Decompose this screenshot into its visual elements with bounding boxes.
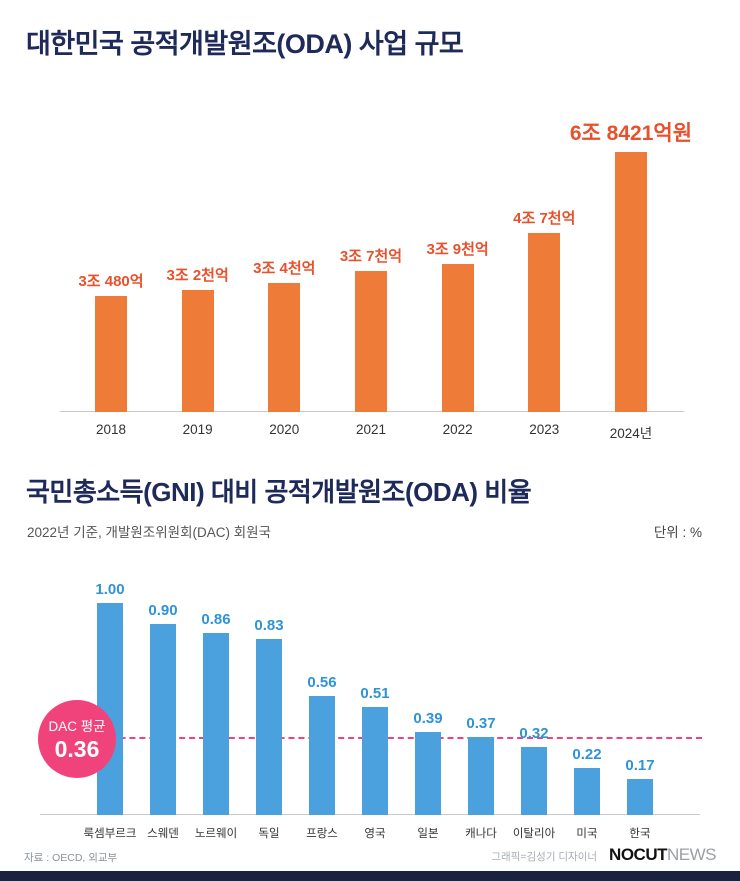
bar-category-label: 룩셈부르크 bbox=[83, 828, 137, 840]
bar-item: 0.37 캐나다 bbox=[455, 715, 507, 843]
bar-category-label: 2024년 bbox=[609, 426, 653, 441]
credit-wrap: 그래픽=김성기 디자이너 NOCUTNEWS bbox=[491, 845, 716, 865]
bar-value-label: 0.86 bbox=[201, 611, 231, 628]
bar-item: 0.51 영국 bbox=[349, 685, 401, 843]
bottom-navy-bar bbox=[0, 871, 740, 881]
bar-value-label: 0.22 bbox=[572, 746, 602, 763]
bar-item: 0.56 프랑스 bbox=[296, 674, 348, 843]
bar-value-label: 0.83 bbox=[254, 617, 284, 634]
bar-category-label: 프랑스 bbox=[306, 828, 338, 840]
bar-item: 3조 7천억 2021 bbox=[328, 245, 414, 442]
bar bbox=[528, 233, 561, 412]
bar-value-label: 0.56 bbox=[307, 674, 337, 691]
bar-category-label: 2019 bbox=[182, 422, 213, 437]
bar-category-label: 미국 bbox=[576, 828, 598, 840]
bar bbox=[268, 283, 301, 412]
bar bbox=[150, 624, 176, 815]
bar-value-label: 0.90 bbox=[148, 602, 178, 619]
bar bbox=[256, 639, 282, 815]
bar-category-label: 노르웨이 bbox=[194, 828, 238, 840]
bar-category-label: 독일 bbox=[258, 828, 280, 840]
dac-average-badge: DAC 평균 0.36 bbox=[38, 700, 116, 778]
bar-value-label: 0.37 bbox=[466, 715, 496, 732]
chart2-title-pre: 국민총소득(GNI) 대비 bbox=[26, 477, 265, 507]
bar-value-label: 3조 7천억 bbox=[339, 248, 403, 265]
bar-item: 0.32 이탈리아 bbox=[508, 725, 560, 843]
bar-category-label: 한국 bbox=[629, 828, 651, 840]
nocut-news-logo: NOCUTNEWS bbox=[609, 845, 716, 865]
bar bbox=[627, 779, 653, 815]
bar-value-label: 0.17 bbox=[625, 757, 655, 774]
chart1-bars: 3조 480억 2018 3조 2천억 2019 3조 4천억 2020 3조 7천억 202… bbox=[68, 117, 692, 442]
oda-infographic: 대한민국 공적개발원조(ODA) 사업 규모 3조 480억 2018 3조 2천억… bbox=[0, 22, 740, 881]
bar-value-label: 3조 2천억 bbox=[166, 267, 229, 284]
bar-item: 0.86 노르웨이 bbox=[190, 611, 242, 843]
chart1-title-pre: 대한민국 bbox=[26, 29, 131, 59]
bar-category-label: 이탈리아 bbox=[512, 828, 556, 840]
logo-primary: NOCUT bbox=[609, 845, 667, 864]
bar-item: 0.90 스웨덴 bbox=[137, 602, 189, 843]
bar bbox=[574, 768, 600, 815]
bar-category-label: 스웨덴 bbox=[147, 828, 179, 840]
designer-credit: 그래픽=김성기 디자이너 bbox=[491, 851, 598, 863]
bar bbox=[354, 271, 387, 412]
bar bbox=[468, 737, 494, 815]
bar-value-label: 1.00 bbox=[95, 581, 125, 598]
bar-category-label: 2020 bbox=[269, 422, 300, 437]
chart2-unit-label: 단위 : % bbox=[653, 525, 702, 540]
gni-oda-ratio-bar-chart: DAC 평균 0.36 1.00 룩셈부르크 0.90 스웨덴 0.86 노르웨이 0.83… bbox=[0, 581, 740, 843]
source-credit: 자료 : OECD, 외교부 bbox=[24, 852, 118, 864]
bar-item: 0.22 미국 bbox=[561, 746, 613, 843]
bar-item: 3조 480억 2018 bbox=[68, 270, 154, 442]
bar-category-label: 2018 bbox=[95, 422, 127, 437]
bar-value-label: 0.39 bbox=[413, 710, 443, 727]
bar-item: 0.39 일본 bbox=[402, 710, 454, 843]
chart1-title-strong: 공적개발원조(ODA) bbox=[130, 29, 352, 59]
bar-category-label: 일본 bbox=[417, 828, 439, 840]
bar-category-label: 영국 bbox=[364, 828, 386, 840]
oda-budget-bar-chart: 3조 480억 2018 3조 2천억 2019 3조 4천억 2020 3조 7천억 202… bbox=[0, 117, 740, 442]
bar-category-label: 2022 bbox=[442, 422, 473, 437]
bar bbox=[203, 633, 229, 815]
chart2-title-strong: 공적개발원조(ODA) 비율 bbox=[264, 477, 532, 507]
bar bbox=[362, 707, 388, 815]
bar bbox=[441, 264, 474, 412]
bar bbox=[614, 152, 647, 412]
bar-value-label: 0.51 bbox=[360, 685, 390, 702]
bar-category-label: 2023 bbox=[529, 422, 560, 437]
logo-secondary: NEWS bbox=[667, 845, 717, 864]
bar-value-label: 3조 9천억 bbox=[426, 241, 489, 258]
footer: 자료 : OECD, 외교부 그래픽=김성기 디자이너 NOCUTNEWS bbox=[24, 845, 717, 865]
bar bbox=[181, 290, 214, 412]
bar-value-label: 3조 480억 bbox=[78, 273, 144, 290]
bar-item: 4조 7천억 2023 bbox=[501, 207, 587, 442]
bar-item: 3조 9천억 2022 bbox=[415, 238, 501, 442]
chart2-title: 국민총소득(GNI) 대비 공적개발원조(ODA) 비율 bbox=[26, 472, 740, 509]
bar-value-label: 6조 8421억원 bbox=[569, 122, 693, 145]
bar-value-label: 0.32 bbox=[519, 725, 549, 742]
bar-item: 0.17 한국 bbox=[614, 757, 666, 843]
chart2-subtitle-row: 2022년 기준, 개발원조위원회(DAC) 회원국 단위 : % bbox=[27, 521, 702, 541]
bar bbox=[95, 296, 127, 412]
bar bbox=[309, 696, 335, 815]
chart1-title-post: 사업 규모 bbox=[351, 29, 464, 59]
bar-item: 0.83 독일 bbox=[243, 617, 295, 843]
bar-item: 3조 4천억 2020 bbox=[241, 257, 327, 442]
bar-value-label: 4조 7천억 bbox=[513, 210, 576, 227]
bar bbox=[521, 747, 547, 815]
bar-category-label: 캐나다 bbox=[465, 828, 497, 840]
bar-item: 6조 8421억원 2024년 bbox=[570, 117, 692, 442]
dac-average-label: DAC 평균 bbox=[48, 719, 106, 734]
bar-item: 3조 2천억 2019 bbox=[155, 264, 241, 442]
bar-category-label: 2021 bbox=[355, 422, 386, 437]
chart2-subtitle: 2022년 기준, 개발원조위원회(DAC) 회원국 bbox=[27, 525, 271, 540]
bar-value-label: 3조 4천억 bbox=[253, 260, 316, 277]
chart2-bars: 1.00 룩셈부르크 0.90 스웨덴 0.86 노르웨이 0.83 독일 0.56 프랑스 0.5… bbox=[84, 581, 666, 843]
bar bbox=[415, 732, 441, 815]
dac-average-value: 0.36 bbox=[54, 736, 100, 762]
chart1-title: 대한민국 공적개발원조(ODA) 사업 규모 bbox=[26, 22, 740, 61]
